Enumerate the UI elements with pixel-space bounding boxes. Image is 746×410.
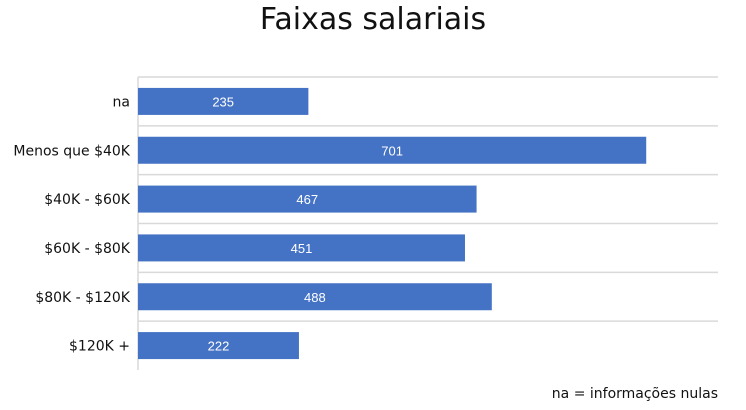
footnote: na = informações nulas (551, 386, 718, 402)
category-label: $60K - $80K (44, 241, 131, 257)
category-label: $120K + (69, 339, 130, 355)
gridlines (137, 76, 718, 370)
category-labels: na Menos que $40K $40K - $60K $60K - $80K $8… (13, 94, 130, 354)
bar (138, 136, 647, 164)
bar (138, 283, 492, 311)
category-label: $80K - $120K (35, 290, 130, 306)
data-labels: 235 701 467 451 488 222 (208, 94, 403, 353)
bar (138, 87, 309, 115)
bar (138, 185, 477, 213)
data-label: 467 (296, 192, 318, 207)
chart-title: Faixas salariais (259, 2, 487, 37)
data-label: 488 (304, 290, 326, 305)
data-label: 222 (208, 339, 230, 354)
bars (138, 87, 647, 360)
bar (138, 234, 465, 262)
data-label: 701 (381, 143, 403, 158)
category-label: na (113, 94, 130, 110)
data-label: 451 (291, 241, 313, 256)
bar (138, 332, 299, 360)
category-label: Menos que $40K (13, 143, 130, 159)
data-label: 235 (212, 94, 234, 109)
category-label: $40K - $60K (44, 192, 131, 208)
